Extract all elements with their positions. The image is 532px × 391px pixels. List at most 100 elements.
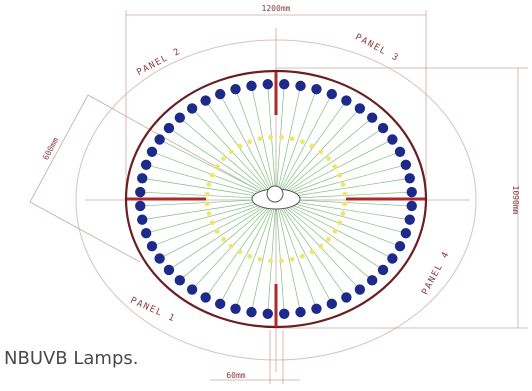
panel-1-label: PANEL 1 [129, 296, 177, 325]
nbuvb-lamp [354, 103, 366, 114]
inner-lamp [332, 164, 338, 170]
inner-lamp [247, 253, 252, 259]
inner-lamp [279, 258, 284, 264]
nbuvb-lamp [366, 275, 378, 286]
light-ray [235, 198, 277, 309]
inner-lamp [206, 182, 212, 187]
nbuvb-lamp [246, 80, 257, 92]
light-ray [275, 198, 373, 281]
nbuvb-lamp [279, 308, 290, 319]
light-ray [275, 164, 406, 200]
light-ray [168, 127, 277, 200]
nbuvb-lamp [400, 159, 412, 170]
nbuvb-lamp [387, 134, 398, 145]
nbuvb-lamp [354, 284, 366, 295]
light-ray [275, 85, 301, 200]
inner-lamp [332, 228, 338, 234]
nbuvb-lamp [146, 240, 158, 252]
nbuvb-lamp [341, 95, 352, 106]
inner-lamp [237, 249, 243, 255]
light-ray [275, 108, 361, 200]
inner-lamp [289, 136, 295, 142]
caption-text: NBUVB Lamps. [4, 348, 139, 369]
light-ray [168, 198, 277, 271]
inner-lamp [214, 228, 220, 234]
nbuvb-lamp [295, 80, 306, 92]
light-ray [275, 198, 347, 298]
inner-lamp [337, 220, 343, 226]
nbuvb-lamp [295, 306, 306, 318]
nbuvb-lamp [146, 146, 158, 158]
light-ray [275, 93, 333, 200]
inner-lamp [237, 143, 243, 149]
panel-dividers [127, 72, 425, 327]
inner-lamp [289, 256, 295, 262]
nbuvb-lamp [135, 200, 146, 212]
inner-lamp [268, 258, 273, 264]
nbuvb-lamp [163, 122, 175, 134]
light-ray [275, 198, 285, 314]
inner-lamp-ring [204, 134, 348, 264]
nbuvb-lamp [262, 308, 273, 319]
nbuvb-lamp [406, 200, 417, 212]
inner-lamp [228, 243, 234, 249]
light-ray [191, 108, 277, 200]
inner-lamp [214, 164, 220, 170]
inner-lamp [326, 156, 331, 162]
inner-lamp [209, 220, 215, 226]
nbuvb-lamp [326, 88, 338, 100]
inner-lamp [309, 143, 315, 149]
nbuvb-lamp [135, 186, 146, 198]
light-ray [219, 93, 277, 200]
light-ray [159, 198, 277, 259]
nbuvb-lamp [186, 103, 198, 114]
inner-lamp [340, 182, 346, 187]
nbuvb-lamp [214, 298, 226, 310]
nbuvb-lamp [406, 186, 417, 198]
light-rays [140, 84, 412, 314]
light-ray [267, 198, 277, 314]
light-ray [251, 198, 277, 313]
light-ray [275, 198, 361, 290]
light-ray [275, 117, 373, 200]
nbuvb-lamp [279, 79, 290, 90]
light-ray [235, 89, 277, 200]
inner-lamp [209, 172, 215, 178]
light-ray [275, 139, 393, 200]
light-ray [275, 198, 393, 259]
inner-lamp [221, 236, 226, 242]
light-ray [219, 198, 277, 305]
inner-lamp [257, 256, 263, 262]
light-ray [179, 198, 277, 281]
panel-4-label: PANEL 4 [420, 249, 452, 296]
inner-lamp [204, 201, 210, 207]
inner-lamp [318, 243, 324, 249]
nbuvb-lamp [394, 146, 406, 158]
inner-lamp [206, 211, 212, 216]
inner-lamp [326, 236, 331, 242]
light-ray [205, 198, 277, 298]
nbuvb-lamp [387, 253, 398, 264]
outer-lamp-ring [135, 79, 417, 319]
nbuvb-lamp [246, 306, 257, 318]
light-ray [251, 85, 277, 200]
inner-lamp [300, 139, 305, 145]
nbuvb-lamp [174, 275, 186, 286]
panel-3-label: PANEL 3 [353, 32, 400, 64]
nbuvb-lamp [154, 253, 165, 264]
light-ray [146, 164, 277, 200]
light-ray [275, 89, 317, 200]
inner-lamp [342, 191, 348, 197]
nbuvb-lamp [366, 112, 378, 123]
inner-lamp [268, 134, 273, 140]
inner-lamp [337, 172, 343, 178]
light-ray [267, 84, 277, 200]
light-ray [275, 100, 347, 200]
inner-lamp [309, 249, 315, 255]
dim-height-label: 1090mm [511, 186, 520, 215]
inner-lamp [318, 149, 324, 155]
dim-width-label: 1200mm [262, 4, 291, 13]
nbuvb-lamp [404, 173, 415, 184]
nbuvb-lamp [230, 303, 241, 314]
